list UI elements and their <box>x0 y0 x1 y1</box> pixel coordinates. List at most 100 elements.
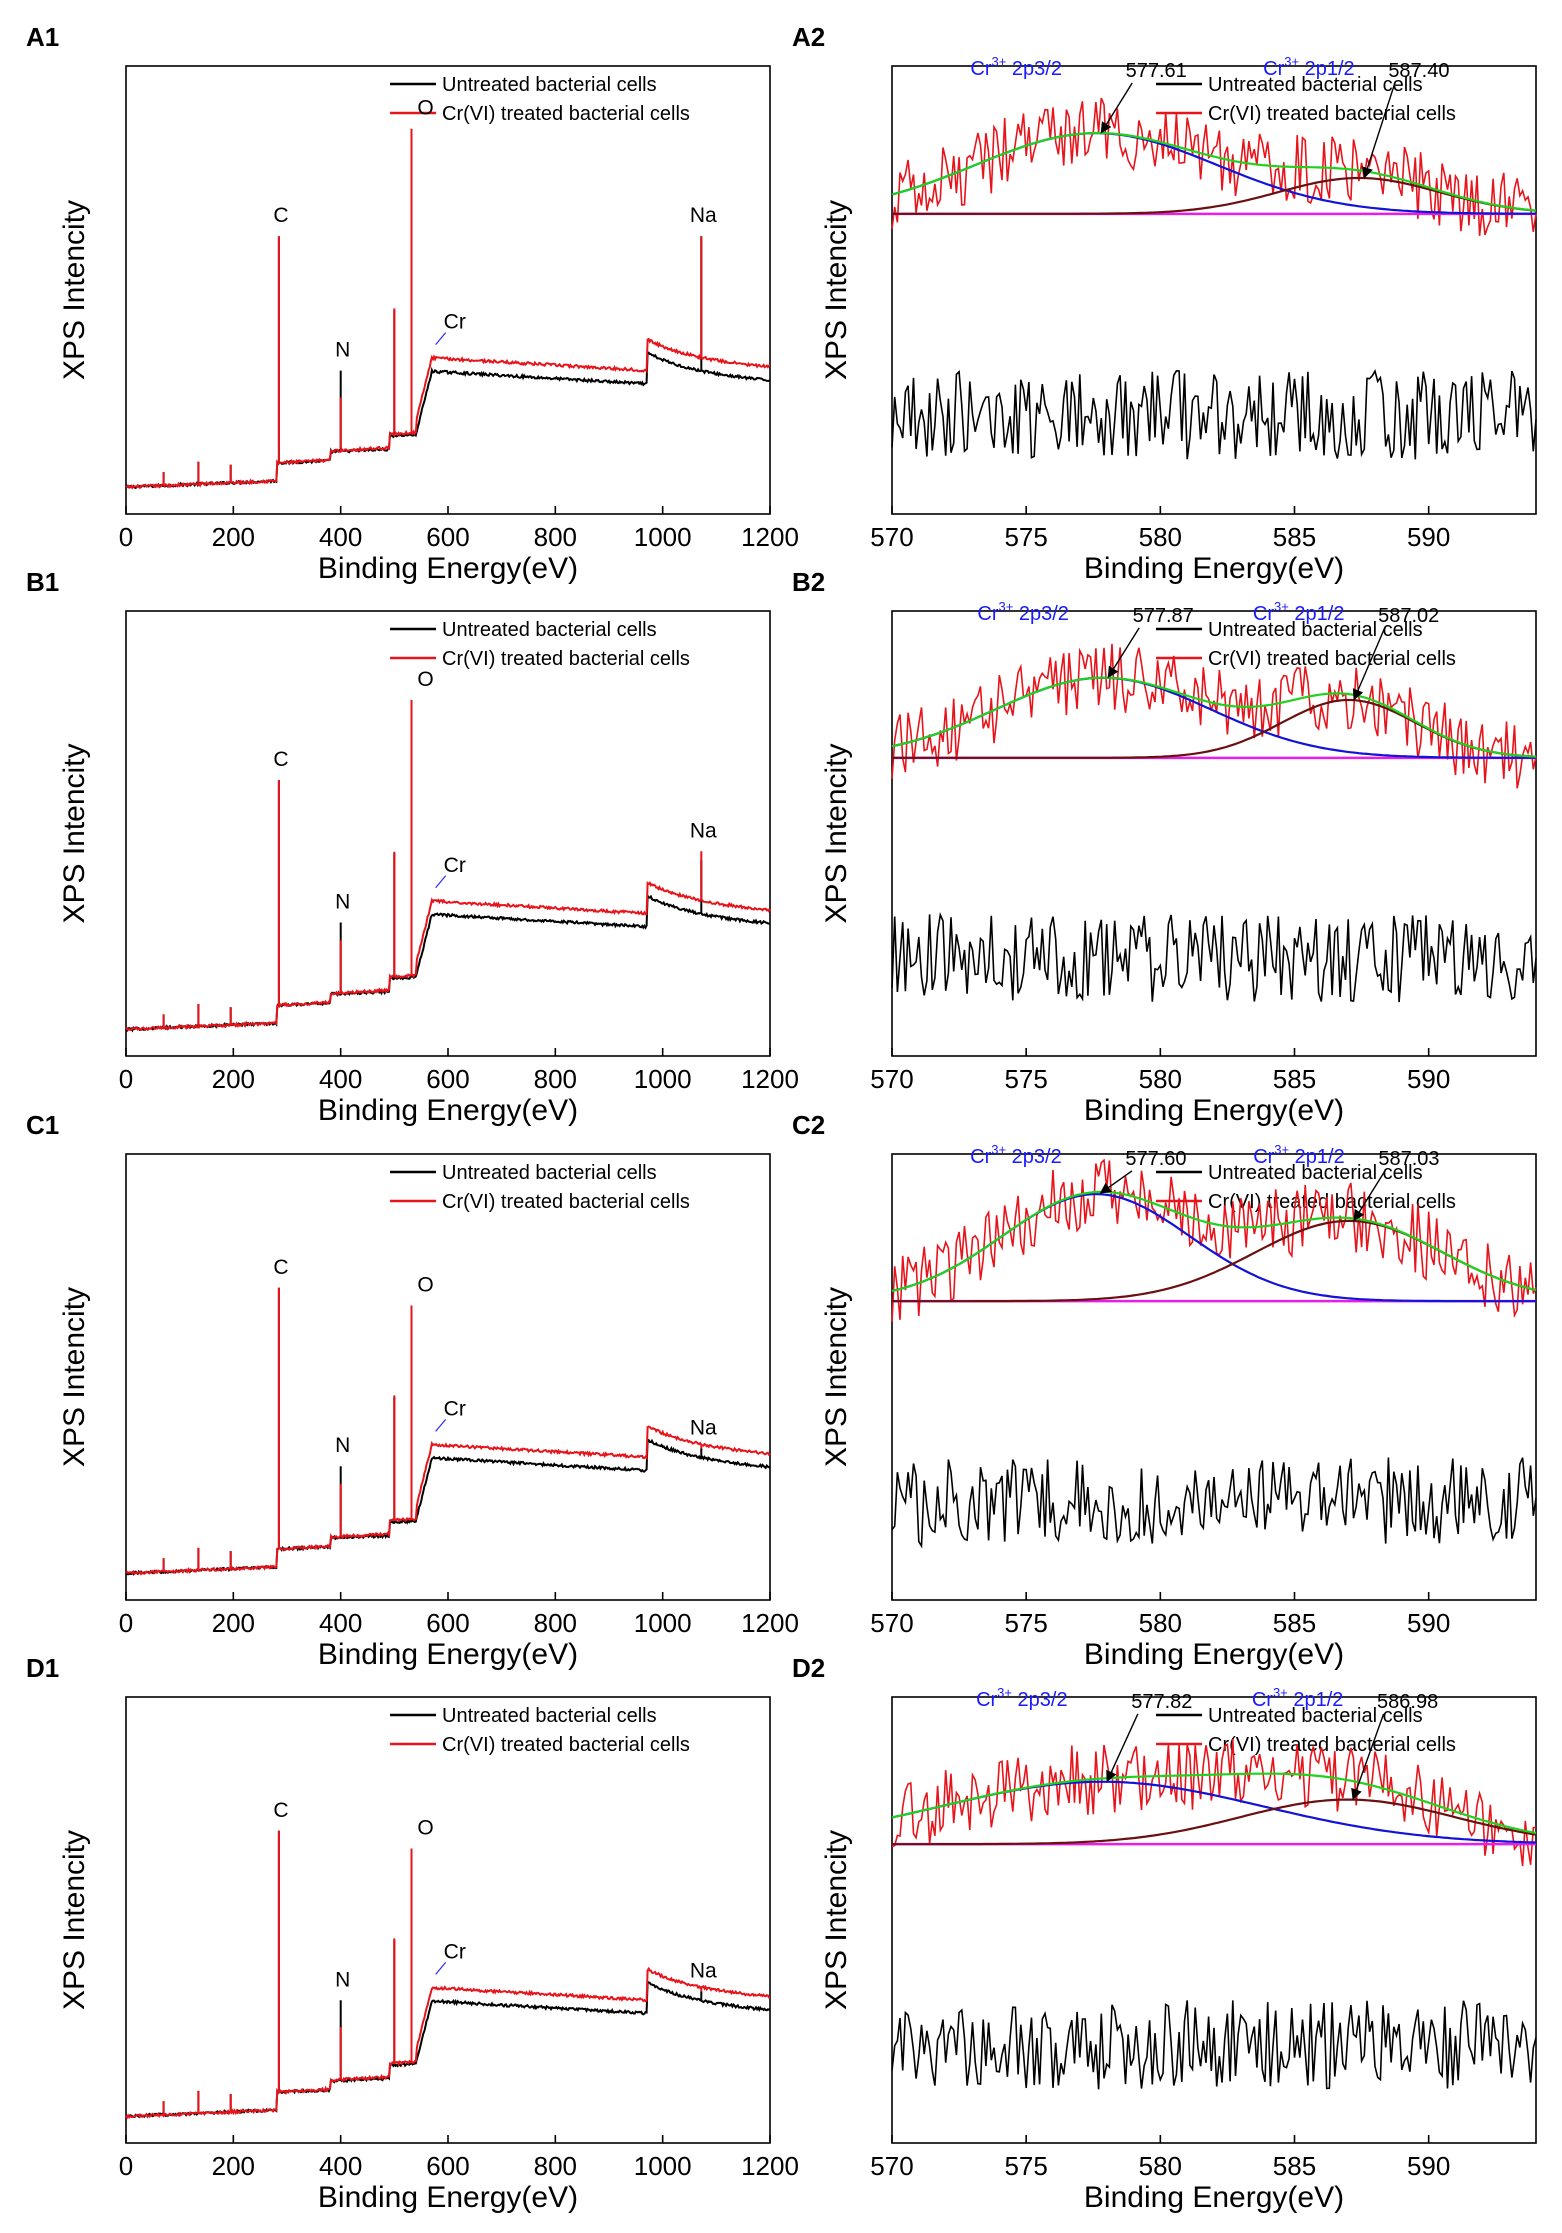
y-axis-title-B2: XPS Intencity <box>820 743 853 923</box>
x-tick-label-A1-200: 200 <box>212 522 255 552</box>
x-tick-label-A1-1200: 1200 <box>741 522 799 552</box>
panel-D1: D1 XPS Intencity 0 200 400 600 800 1000 1200 Bind… <box>26 1653 799 2214</box>
fit-component-2-A2 <box>892 176 1537 215</box>
x-tick-label-B2-575: 575 <box>1004 1064 1047 1094</box>
x-tick-label-D1-1200: 1200 <box>741 2151 799 2181</box>
y-axis-title-D1: XPS Intencity <box>58 1830 91 2010</box>
series-treated-B1 <box>125 700 771 1032</box>
annotation-arrow-B2-2 <box>1352 627 1386 701</box>
series-treated-A2 <box>891 97 1537 236</box>
peak-label-A1-O: O <box>417 97 433 120</box>
annotation-value-C2-2: 587.03 <box>1378 1148 1439 1170</box>
plot-frame-B1 <box>125 610 771 1057</box>
x-tick-label-B1-200: 200 <box>212 1064 255 1094</box>
x-tick-label-B1-1200: 1200 <box>741 1064 799 1094</box>
series-untreated-C1 <box>125 1287 771 1576</box>
narrow-plot-D2: Cr3+ 2p3/2 577.82 Cr3+ 2p1/2 586.98 <box>891 1685 1537 2090</box>
annotation-name-B2-1: Cr3+ 2p3/2 <box>977 599 1069 625</box>
legend-text-A2-2: Cr(VI) treated bacterial cells <box>1208 103 1456 125</box>
series-treated-B2 <box>891 643 1537 789</box>
legend-text-B2-1: Untreated bacterial cells <box>1208 619 1423 641</box>
annotation-value-A2-2: 587.40 <box>1388 60 1449 82</box>
narrow-plot-A2: Cr3+ 2p3/2 577.61 Cr3+ 2p1/2 587.40 <box>891 54 1537 460</box>
series-untreated-D2 <box>891 2000 1537 2090</box>
x-axis-title-C2: Binding Energy(eV) <box>1084 1638 1344 1671</box>
legend-text-C1-2: Cr(VI) treated bacterial cells <box>442 1191 690 1213</box>
x-tick-label-A1-0: 0 <box>119 522 133 552</box>
x-tick-label-D1-800: 800 <box>534 2151 577 2181</box>
cr-marker-D1 <box>435 1962 447 1975</box>
series-untreated-B2 <box>891 911 1537 1003</box>
x-tick-label-D2-570: 570 <box>870 2151 913 2181</box>
x-tick-label-C1-1200: 1200 <box>741 1608 799 1638</box>
x-tick-label-D1-600: 600 <box>426 2151 469 2181</box>
narrow-plot-B2: Cr3+ 2p3/2 577.87 Cr3+ 2p1/2 587.02 <box>891 599 1537 1003</box>
x-tick-label-B2-585: 585 <box>1273 1064 1316 1094</box>
x-tick-label-D2-580: 580 <box>1139 2151 1182 2181</box>
fit-envelope-C2 <box>891 1190 1537 1293</box>
survey-plot-A1: C N O Cr Na <box>125 97 771 490</box>
annotation-name-C2-2: Cr3+ 2p1/2 <box>1253 1142 1345 1168</box>
x-axis-title-B2: Binding Energy(eV) <box>1084 1094 1344 1127</box>
legend-text-B1-2: Cr(VI) treated bacterial cells <box>442 648 690 670</box>
plot-frame-A1 <box>125 65 771 515</box>
plot-frame-D1 <box>125 1696 771 2144</box>
panel-B1: B1 XPS Intencity 0 200 400 600 800 1000 1200 Bind… <box>26 567 799 1127</box>
peak-label-C1-Cr: Cr <box>444 1397 466 1420</box>
panel-C2: C2 XPS Intencity 570 575 580 585 590 Binding En… <box>792 1110 1537 1671</box>
legend-text-D2-1: Untreated bacterial cells <box>1208 1705 1423 1727</box>
peak-label-B1-Na: Na <box>690 819 717 842</box>
x-tick-label-A2-570: 570 <box>870 522 913 552</box>
x-axis-title-D2: Binding Energy(eV) <box>1084 2181 1344 2214</box>
series-untreated-C2 <box>891 1457 1537 1549</box>
x-axis-title-B1: Binding Energy(eV) <box>318 1094 578 1127</box>
peak-label-D1-C: C <box>273 1799 288 1822</box>
peak-label-B1-O: O <box>417 668 433 691</box>
annotation-value-D2-2: 586.98 <box>1377 1691 1438 1713</box>
annotation-arrow-D2-1 <box>1106 1713 1139 1783</box>
x-tick-label-A2-575: 575 <box>1004 522 1047 552</box>
x-tick-label-B2-570: 570 <box>870 1064 913 1094</box>
x-tick-label-A1-1000: 1000 <box>634 522 692 552</box>
legend-text-D2-2: Cr(VI) treated bacterial cells <box>1208 1734 1456 1756</box>
peak-label-D1-Cr: Cr <box>444 1940 466 1963</box>
panel-C1: C1 XPS Intencity 0 200 400 600 800 1000 1200 Bind… <box>26 1110 799 1671</box>
series-treated-A1 <box>125 128 771 490</box>
annotation-name-D2-2: Cr3+ 2p1/2 <box>1252 1685 1344 1711</box>
panel-label-C2: C2 <box>792 1110 825 1140</box>
series-treated-C1 <box>125 1287 771 1576</box>
x-tick-label-C2-575: 575 <box>1004 1608 1047 1638</box>
series-untreated-A2 <box>891 369 1537 460</box>
annotation-name-A2-2: Cr3+ 2p1/2 <box>1263 54 1355 80</box>
x-axis-title-A2: Binding Energy(eV) <box>1084 552 1344 585</box>
annotation-value-C2-1: 577.60 <box>1125 1148 1186 1170</box>
annotation-arrow-A2-2 <box>1362 82 1396 179</box>
x-tick-label-C1-400: 400 <box>319 1608 362 1638</box>
fit-envelope-D2 <box>891 1772 1537 1835</box>
annotation-name-B2-2: Cr3+ 2p1/2 <box>1253 599 1345 625</box>
plot-frame-C1 <box>125 1153 771 1601</box>
annotation-name-D2-1: Cr3+ 2p3/2 <box>976 1685 1068 1711</box>
y-axis-title-B1: XPS Intencity <box>58 743 91 923</box>
panel-A1: A1 XPS Intencity 0 200 400 600 800 1000 1200 Bind… <box>26 22 799 585</box>
panel-label-D1: D1 <box>26 1653 59 1683</box>
legend-text-A1-1: Untreated bacterial cells <box>442 74 657 96</box>
x-tick-label-D2-575: 575 <box>1004 2151 1047 2181</box>
x-tick-label-A2-590: 590 <box>1407 522 1450 552</box>
peak-label-B1-C: C <box>273 748 288 771</box>
x-tick-label-D1-1000: 1000 <box>634 2151 692 2181</box>
panel-label-A2: A2 <box>792 22 825 52</box>
x-tick-label-C2-580: 580 <box>1139 1608 1182 1638</box>
panel-B2: B2 XPS Intencity 570 575 580 585 590 Binding En… <box>792 567 1537 1127</box>
fit-envelope-B2 <box>891 676 1537 758</box>
peak-label-C1-C: C <box>273 1256 288 1279</box>
x-tick-label-A2-585: 585 <box>1273 522 1316 552</box>
y-axis-title-C2: XPS Intencity <box>820 1287 853 1467</box>
legend-text-B1-1: Untreated bacterial cells <box>442 619 657 641</box>
panel-label-D2: D2 <box>792 1653 825 1683</box>
y-axis-title-C1: XPS Intencity <box>58 1287 91 1467</box>
x-tick-label-C1-0: 0 <box>119 1608 133 1638</box>
annotation-value-B2-1: 577.87 <box>1133 605 1194 627</box>
x-tick-label-C1-200: 200 <box>212 1608 255 1638</box>
